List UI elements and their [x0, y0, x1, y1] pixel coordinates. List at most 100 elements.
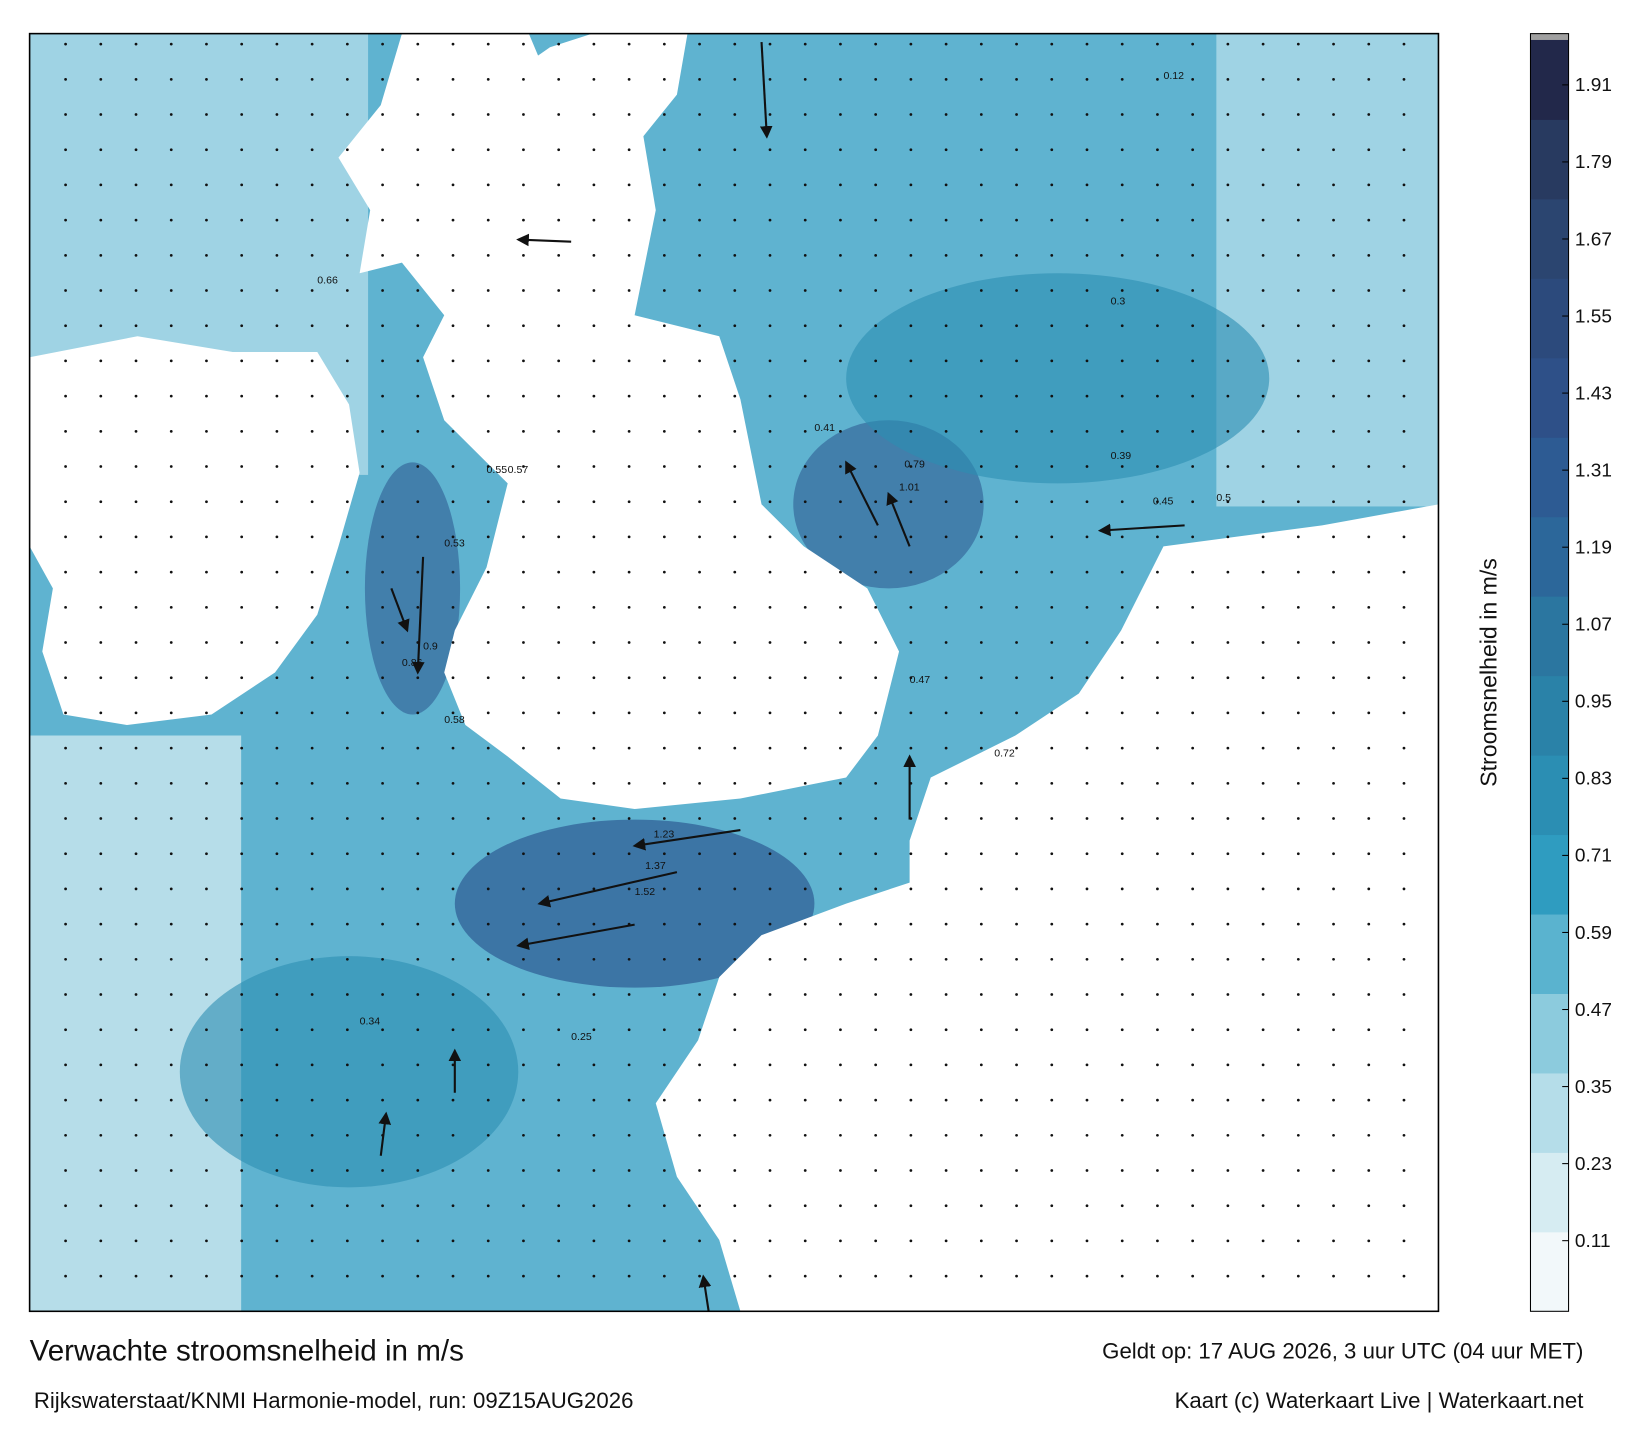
grid-dot — [275, 570, 279, 574]
grid-dot — [451, 852, 455, 856]
grid-dot — [557, 605, 561, 609]
current — [846, 273, 1270, 484]
grid-dot — [592, 148, 596, 152]
grid-dot — [451, 1133, 455, 1137]
grid-dot — [698, 570, 701, 574]
grid-dot — [979, 711, 983, 715]
colorbar-band — [1530, 675, 1569, 756]
grid-dot — [979, 113, 983, 116]
grid-dot — [557, 465, 561, 468]
grid-dot — [733, 359, 737, 363]
grid-dot — [345, 570, 349, 574]
grid-dot — [874, 77, 878, 81]
grid-dot — [486, 746, 490, 750]
speed-label: 0.45 — [1153, 495, 1174, 507]
grid-dot — [416, 922, 420, 926]
grid-dot — [874, 183, 878, 187]
colorbar-tick-label: 1.43 — [1575, 383, 1612, 404]
grid-dot — [874, 218, 878, 222]
colorbar-band — [1530, 437, 1569, 518]
grid-dot — [486, 1098, 490, 1102]
grid-dot — [944, 641, 948, 644]
grid-dot — [627, 183, 631, 187]
grid-dot — [733, 1204, 737, 1208]
grid-dot — [451, 922, 455, 926]
grid-dot — [733, 887, 737, 891]
grid-dot — [803, 394, 807, 398]
grid-dot — [1120, 148, 1124, 152]
grid-dot — [698, 1098, 701, 1102]
grid-dot — [909, 42, 913, 46]
grid-dot — [803, 781, 807, 785]
grid-dot — [134, 359, 138, 363]
grid-dot — [698, 781, 701, 785]
grid-dot — [1050, 957, 1054, 961]
grid-dot — [733, 1098, 737, 1102]
grid-dot — [275, 324, 279, 328]
grid-dot — [345, 957, 349, 961]
grid-dot — [768, 605, 772, 609]
grid-dot — [205, 253, 208, 257]
grid-dot — [169, 922, 173, 926]
grid-dot — [1050, 253, 1054, 257]
shallow-sea — [1216, 33, 1439, 507]
grid-dot — [522, 781, 525, 785]
grid-dot — [698, 957, 701, 961]
grid-dot — [1156, 993, 1159, 996]
grid-dot — [1050, 746, 1054, 750]
grid-dot — [1156, 570, 1159, 574]
grid-dot — [909, 1204, 913, 1208]
grid-dot — [345, 1028, 349, 1032]
grid-dot — [874, 887, 878, 891]
grid-dot — [169, 1028, 173, 1032]
grid-dot — [874, 42, 878, 46]
grid-dot — [1226, 1098, 1230, 1102]
grid-dot — [345, 253, 349, 257]
grid-dot — [839, 1239, 842, 1243]
grid-dot — [733, 1239, 737, 1243]
grid-dot — [416, 535, 420, 539]
grid-dot — [205, 394, 208, 398]
grid-dot — [1120, 570, 1124, 574]
grid-dot — [275, 1204, 279, 1208]
grid-dot — [592, 77, 596, 81]
grid-dot — [1332, 1063, 1335, 1067]
grid-dot — [310, 42, 314, 46]
grid-dot — [310, 253, 314, 257]
grid-dot — [909, 183, 913, 187]
grid-dot — [64, 148, 67, 152]
grid-dot — [1156, 1133, 1159, 1137]
grid-dot — [1156, 535, 1159, 539]
grid-dot — [310, 852, 314, 856]
grid-dot — [662, 359, 666, 363]
grid-dot — [944, 1274, 948, 1278]
grid-dot — [1296, 781, 1300, 785]
arrow — [390, 588, 410, 633]
grid-dot — [592, 1133, 596, 1137]
grid-dot — [451, 359, 455, 363]
grid-dot — [1050, 77, 1054, 81]
grid-dot — [1191, 922, 1195, 926]
grid-dot — [1050, 993, 1054, 996]
grid-dot — [205, 359, 208, 363]
grid-dot — [768, 394, 772, 398]
grid-dot — [134, 1063, 138, 1067]
grid-dot — [64, 42, 67, 46]
grid-dot — [99, 535, 103, 539]
grid-dot — [205, 183, 208, 187]
grid-dot — [979, 605, 983, 609]
speed-label: 0.55 — [487, 464, 508, 476]
grid-dot — [1226, 218, 1230, 222]
grid-dot — [169, 500, 173, 504]
grid-dot — [275, 394, 279, 398]
grid-dot — [345, 1169, 349, 1172]
grid-dot — [451, 781, 455, 785]
grid-dot — [1085, 641, 1089, 644]
speed-label: 0.12 — [1163, 70, 1184, 82]
grid-dot — [1015, 641, 1018, 644]
grid-dot — [1120, 253, 1124, 257]
grid-dot — [416, 817, 420, 820]
grid-dot — [1296, 1063, 1300, 1067]
grid-dot — [1015, 183, 1018, 187]
grid-dot — [1402, 570, 1406, 574]
